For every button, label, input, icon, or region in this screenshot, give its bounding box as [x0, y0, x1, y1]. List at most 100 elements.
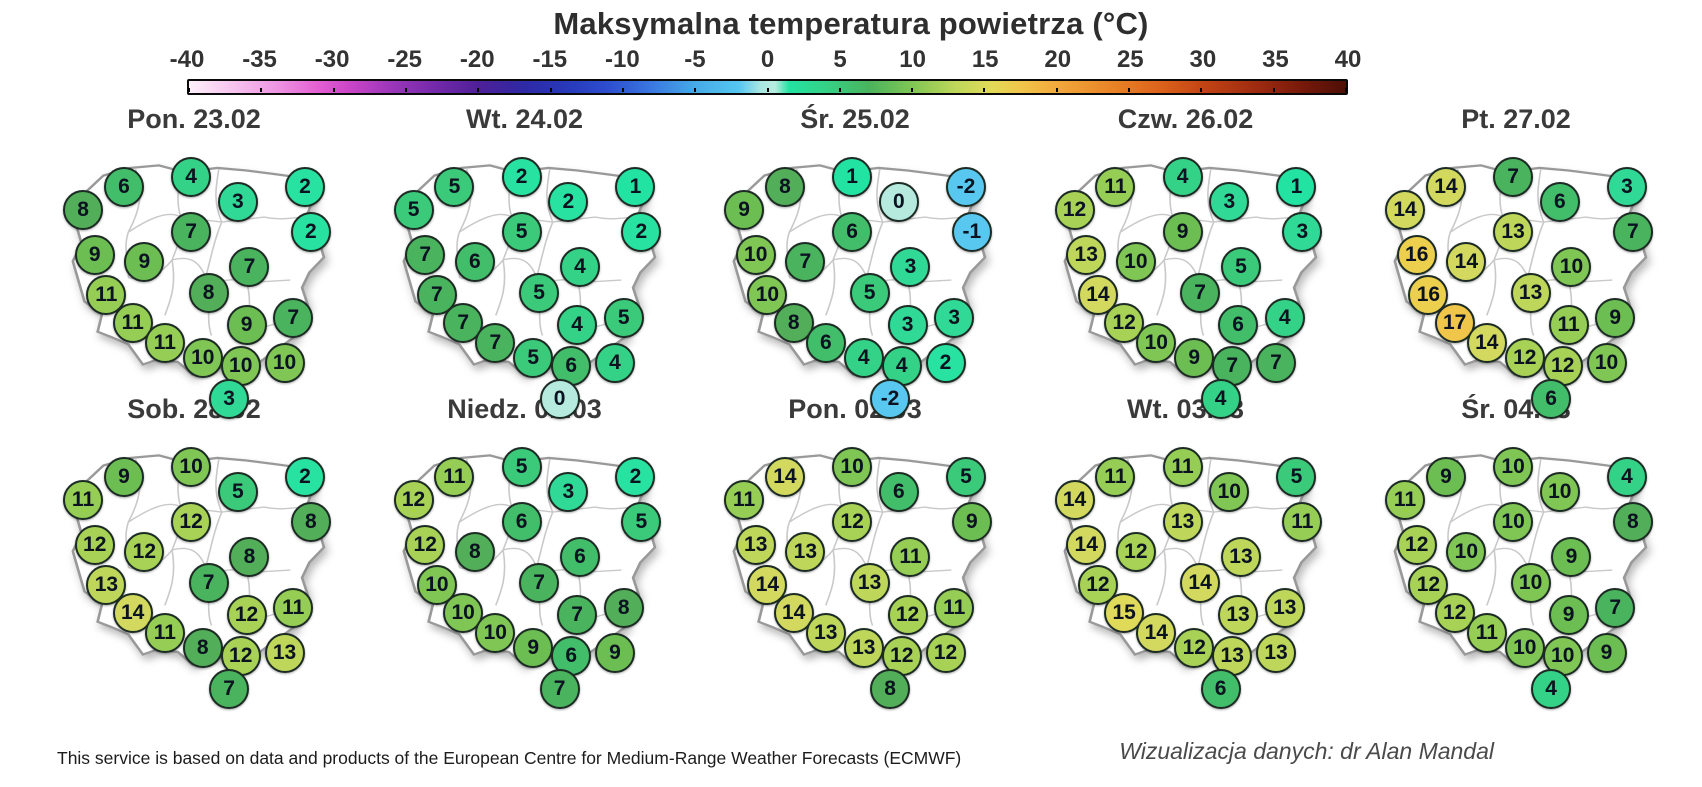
- temperature-bubble: 10: [1539, 471, 1580, 512]
- temperature-bubble: 6: [878, 471, 919, 512]
- temperature-bubble: 14: [747, 565, 788, 606]
- temperature-bubble: 5: [621, 502, 662, 543]
- temperature-bubble: 11: [1282, 502, 1323, 543]
- temperature-bubble: 12: [220, 635, 261, 676]
- temperature-bubble: 2: [925, 343, 966, 384]
- temperature-bubble: 9: [74, 234, 115, 275]
- temperature-bubble: 11: [434, 456, 475, 497]
- day-title: Śr. 25.02: [800, 104, 910, 134]
- colorbar-tick-label: -20: [459, 46, 495, 73]
- temperature-bubble: 12: [74, 524, 115, 565]
- temperature-bubble: 10: [475, 613, 516, 654]
- temperature-bubble: 10: [1551, 247, 1592, 288]
- temperature-bubble: 11: [934, 587, 975, 628]
- day-title: Pt. 27.02: [1461, 104, 1571, 134]
- temperature-bubble: 3: [1282, 212, 1323, 253]
- colorbar-tick-label: 25: [1116, 46, 1144, 73]
- temperature-bubble: 7: [171, 212, 212, 253]
- temperature-bubble: 11: [273, 587, 314, 628]
- temperature-bubble: 10: [1209, 471, 1250, 512]
- colorbar-tick-mark: [983, 88, 986, 92]
- temperature-bubble: 13: [1162, 502, 1203, 543]
- colorbar-tick-mark: [477, 88, 480, 92]
- colorbar-tick-label: -40: [169, 46, 205, 73]
- temperature-bubble: 6: [454, 242, 495, 283]
- temperature-bubble: 12: [405, 524, 446, 565]
- colorbar-tick-mark: [838, 88, 841, 92]
- temperature-bubble: 7: [1493, 156, 1534, 197]
- temperature-bubble: 11: [63, 479, 104, 520]
- temperature-bubble: 2: [284, 166, 325, 207]
- temperature-bubble: 13: [1066, 234, 1107, 275]
- temperature-bubble: 6: [832, 212, 873, 253]
- temperature-bubble: 3: [887, 305, 928, 346]
- colorbar-tick-label: 0: [760, 46, 775, 73]
- temperature-bubble: 5: [513, 338, 554, 379]
- temperature-bubble: 12: [925, 633, 966, 674]
- temperature-bubble: 10: [1510, 562, 1551, 603]
- temperature-bubble: 11: [144, 323, 185, 364]
- colorbar-tick-label: -25: [387, 46, 423, 73]
- temperature-bubble: 9: [595, 633, 636, 674]
- temperature-bubble: 13: [1218, 595, 1259, 636]
- colorbar-tick-label: 30: [1189, 46, 1217, 73]
- temperature-bubble: 12: [1054, 189, 1095, 230]
- temperature-bubble: 4: [559, 247, 600, 288]
- temperature-bubble: 10: [443, 592, 484, 633]
- temperature-bubble: 10: [1493, 502, 1534, 543]
- temperature-bubble: 11: [724, 479, 765, 520]
- temperature-bubble: 13: [264, 633, 305, 674]
- colorbar-tick-label: -35: [242, 46, 277, 73]
- temperature-bubble: 12: [1504, 338, 1545, 379]
- temperature-bubble: 5: [501, 212, 542, 253]
- temperature-bubble: 1: [1276, 166, 1317, 207]
- temperature-bubble: 5: [519, 272, 560, 313]
- temperature-bubble: 7: [1595, 587, 1636, 628]
- temperature-bubble: 14: [1066, 524, 1107, 565]
- temperature-bubble: 3: [890, 247, 931, 288]
- day-map-cell: Śr. 25.02 9 8 1 0 -2 -1 10 7 6 5 3: [709, 104, 1001, 419]
- temperature-bubble: 12: [393, 479, 434, 520]
- temperature-bubble: 5: [217, 471, 258, 512]
- day-map-cell: Pt. 27.02 14 14 7 6 3 7 16 14 13: [1370, 104, 1662, 419]
- temperature-bubble: 3: [934, 297, 975, 338]
- temperature-bubble: 2: [621, 212, 662, 253]
- colorbar-tick-label: 15: [971, 46, 999, 73]
- temperature-bubble: 12: [1115, 532, 1156, 573]
- temperature-bubble: 3: [548, 471, 589, 512]
- temperature-bubble: 12: [1396, 524, 1437, 565]
- temperature-bubble: 6: [103, 166, 144, 207]
- temperature-bubble: 8: [182, 628, 223, 669]
- temperature-bubble: 8: [63, 189, 104, 230]
- day-map-cell: Czw. 26.02 12 11 4 3 1 3 13 10 9: [1040, 104, 1332, 419]
- colorbar-tick-mark: [1055, 88, 1058, 92]
- temperature-bubble: 9: [103, 456, 144, 497]
- colorbar-tick-label: -30: [314, 46, 350, 73]
- temperature-bubble: 8: [870, 668, 911, 709]
- temperature-bubble: 11: [890, 537, 931, 578]
- temperature-bubble: 10: [1446, 532, 1487, 573]
- temperature-bubble: 9: [1425, 456, 1466, 497]
- temperature-bubble: 11: [86, 275, 127, 316]
- day-title: Sob. 28.02: [127, 394, 261, 424]
- temperature-bubble: 11: [1548, 305, 1589, 346]
- temperature-bubble: -2: [870, 378, 911, 419]
- temperature-bubble: 3: [1209, 181, 1250, 222]
- day-title: Wt. 03.03: [1126, 394, 1245, 424]
- temperature-bubble: 10: [264, 343, 305, 384]
- temperature-bubble: 7: [229, 247, 270, 288]
- temperature-bubble: 7: [557, 595, 598, 636]
- day-map-cell: Sob. 28.02 11 9 10 5 2 8 12 12 1: [48, 394, 340, 709]
- temperature-bubble: 5: [1220, 247, 1261, 288]
- temperature-bubble: 11: [1162, 446, 1203, 487]
- temperature-bubble: 12: [881, 635, 922, 676]
- temperature-bubble: 7: [209, 668, 250, 709]
- temperature-bubble: 11: [144, 613, 185, 654]
- temperature-bubble: 12: [124, 532, 165, 573]
- temperature-bubble: 10: [1136, 323, 1177, 364]
- visualization-credit: Wizualizacja danych: dr Alan Mandal: [1119, 738, 1494, 764]
- temperature-bubble: 14: [764, 456, 805, 497]
- temperature-bubble: 9: [124, 242, 165, 283]
